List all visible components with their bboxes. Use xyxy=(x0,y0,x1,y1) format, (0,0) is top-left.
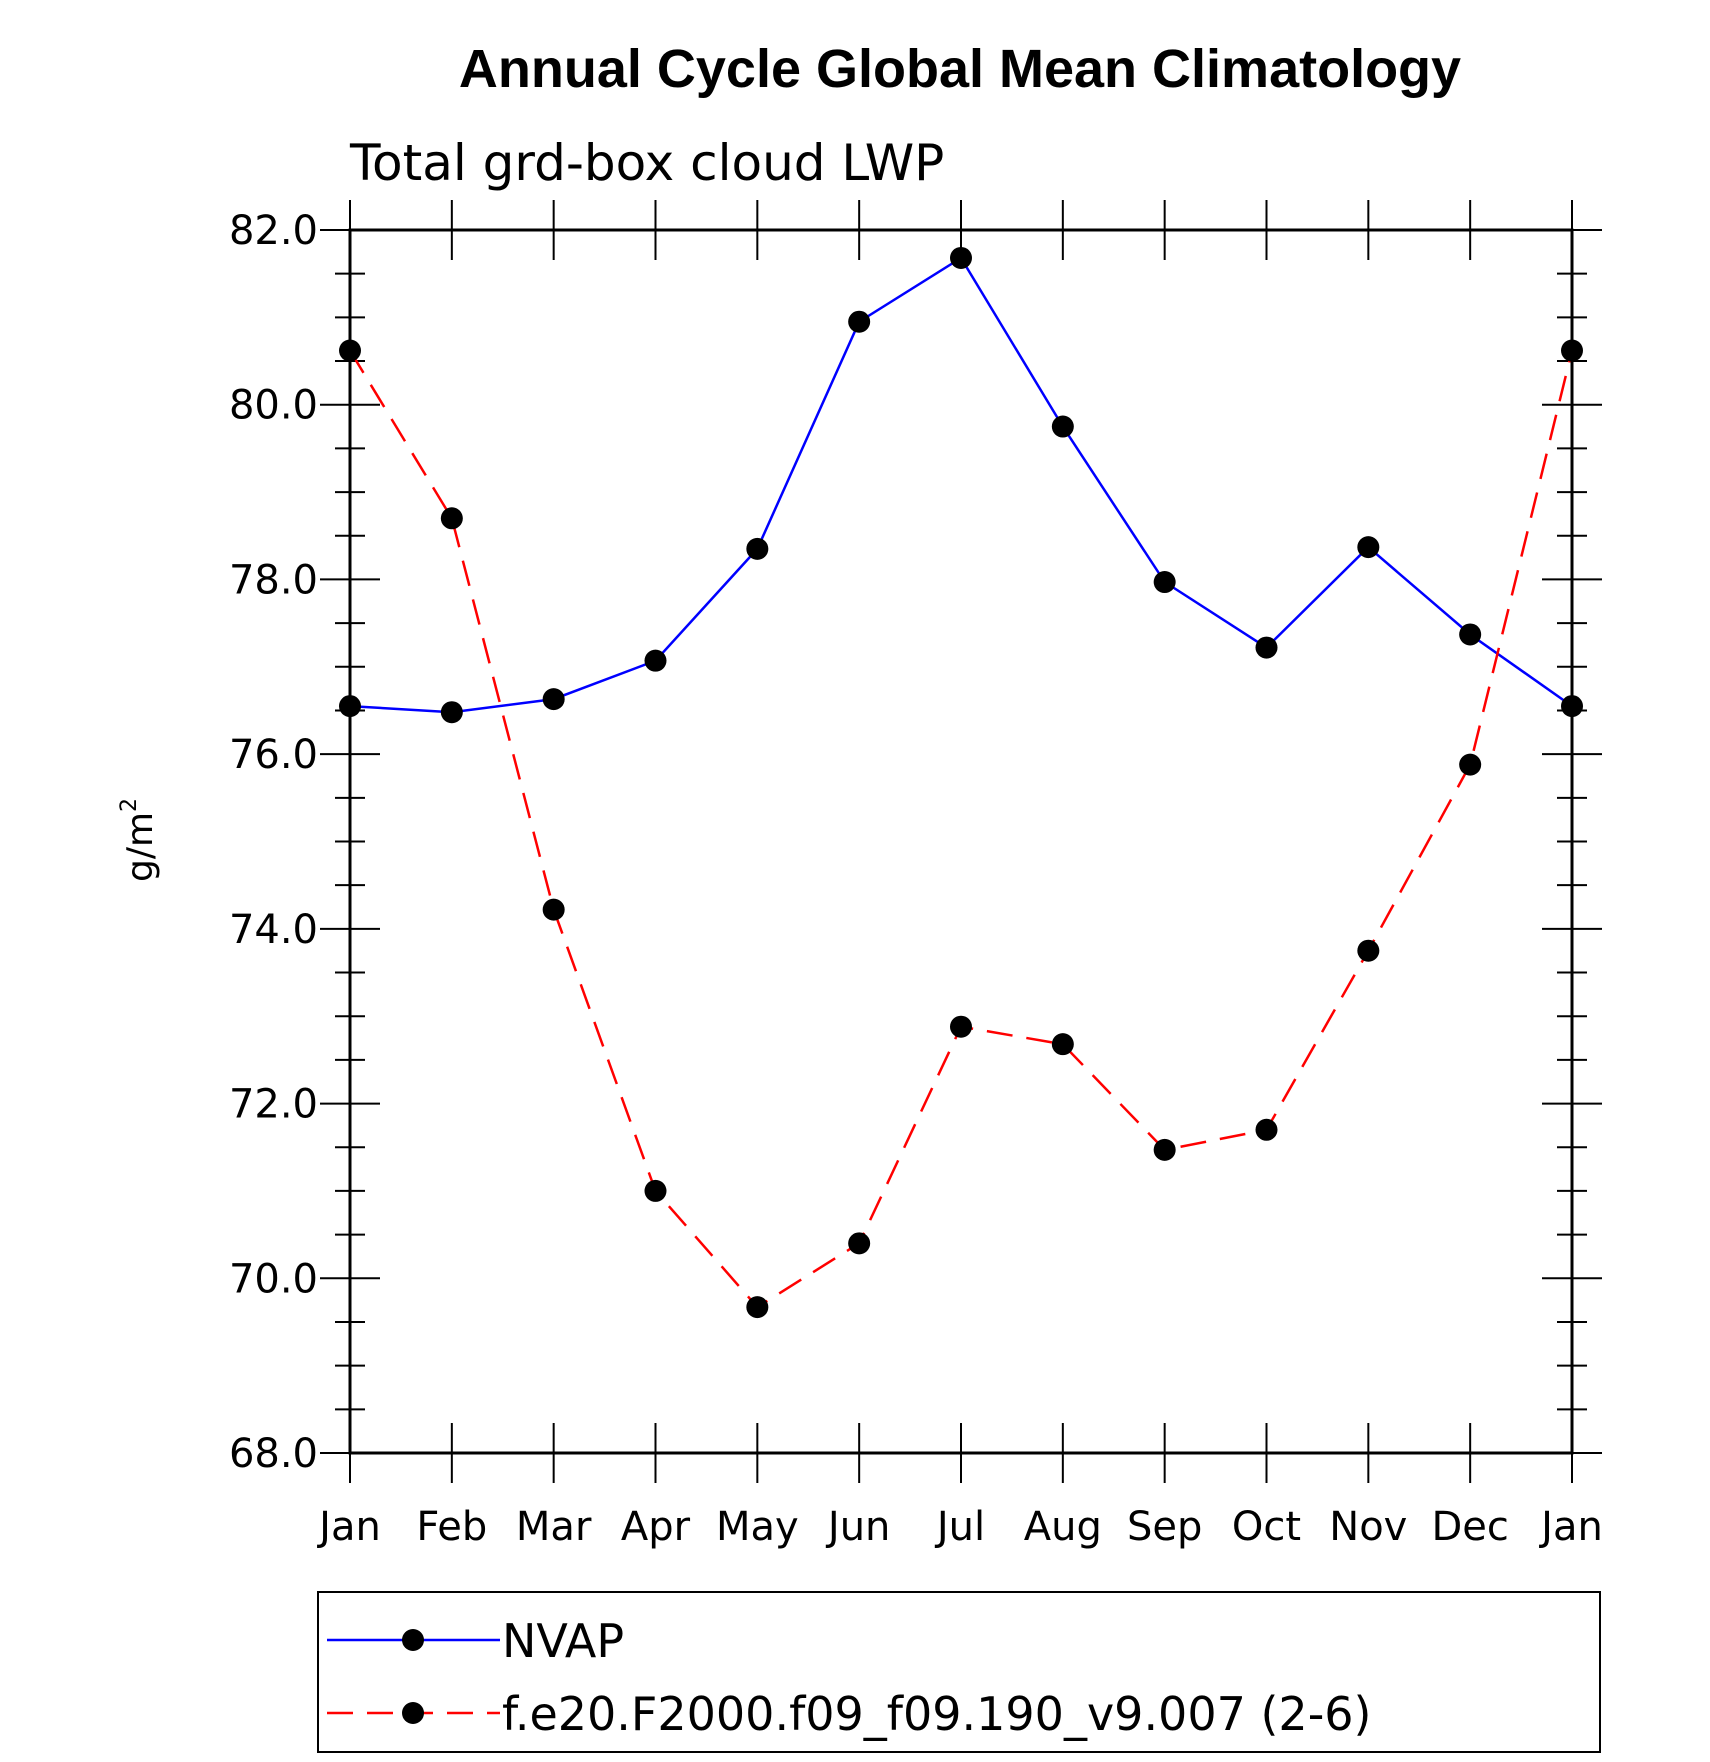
y-tick-label: 80.0 xyxy=(229,383,318,429)
x-tick-label: Nov xyxy=(1329,1504,1407,1550)
plot-axes: 68.0 70.0 72.0 74.0 76.0 78.0 80.0 82.0 Jan Feb Ma… xyxy=(229,200,1603,1550)
data-point-series-1 xyxy=(1357,939,1380,962)
legend-marker-model xyxy=(402,1702,424,1724)
y-tick-label: 70.0 xyxy=(229,1256,318,1302)
x-tick-label: Sep xyxy=(1127,1504,1202,1550)
data-point-series-0 xyxy=(440,701,463,724)
data-point-series-0 xyxy=(339,695,361,718)
y-tick-label: 78.0 xyxy=(229,557,318,603)
data-point-series-1 xyxy=(746,1296,769,1319)
data-point-series-0 xyxy=(1357,536,1380,559)
x-tick-label: Jan xyxy=(316,1504,381,1550)
y-axis-label: g/m2 xyxy=(117,798,161,882)
data-point-series-1 xyxy=(1459,753,1482,776)
data-point-series-1 xyxy=(440,507,463,530)
y-tick-label: 76.0 xyxy=(229,732,318,778)
data-point-series-0 xyxy=(1255,636,1278,659)
y-tick-label: 74.0 xyxy=(229,907,318,953)
legend-box xyxy=(317,1591,1601,1753)
data-point-series-0 xyxy=(1459,623,1482,646)
chart-title: Annual Cycle Global Mean Climatology xyxy=(459,39,1461,99)
x-tick-label: Jul xyxy=(934,1504,985,1550)
y-tick-label: 72.0 xyxy=(229,1082,318,1128)
legend-label-model: f.e20.F2000.f09_f09.190_v9.007 (2-6) xyxy=(502,1687,1372,1741)
data-point-series-0 xyxy=(644,649,667,672)
data-point-series-1 xyxy=(848,1232,871,1255)
x-tick-label: Mar xyxy=(516,1504,592,1550)
y-tick-label: 82.0 xyxy=(229,208,318,254)
data-point-series-1 xyxy=(1051,1033,1074,1056)
data-point-series-1 xyxy=(1255,1118,1278,1141)
x-tick-label: Apr xyxy=(621,1504,691,1550)
data-point-series-0 xyxy=(746,537,769,560)
data-point-series-1 xyxy=(339,339,361,362)
data-point-series-0 xyxy=(1561,695,1583,718)
y-axis-unit-exponent: 2 xyxy=(117,798,142,812)
x-tick-label: Aug xyxy=(1024,1504,1102,1550)
x-tick-label: Jan xyxy=(1538,1504,1603,1550)
y-tick-label: 68.0 xyxy=(229,1431,318,1477)
legend-label-nvap: NVAP xyxy=(502,1614,624,1668)
legend: NVAP f.e20.F2000.f09_f09.190_v9.007 (2-6… xyxy=(317,1591,1601,1753)
data-point-series-0 xyxy=(1153,571,1176,594)
y-axis-unit: g/m xyxy=(120,812,161,882)
data-point-series-0 xyxy=(848,310,871,333)
data-point-series-1 xyxy=(1561,339,1583,362)
data-point-series-0 xyxy=(950,246,972,269)
x-tick-label: May xyxy=(716,1504,799,1550)
chart-subtitle: Total grd-box cloud LWP xyxy=(349,134,944,192)
x-tick-label: Oct xyxy=(1232,1504,1301,1550)
data-point-series-0 xyxy=(1051,415,1074,438)
series-layer xyxy=(339,246,1583,1319)
data-point-series-1 xyxy=(542,898,565,921)
x-tick-label: Jun xyxy=(825,1504,891,1550)
data-point-series-1 xyxy=(950,1015,972,1038)
x-tick-label: Feb xyxy=(416,1504,487,1550)
data-point-series-1 xyxy=(644,1179,667,1202)
x-tick-label: Dec xyxy=(1431,1504,1508,1550)
series-line-1 xyxy=(348,349,1574,1309)
plot-frame xyxy=(348,228,1574,1455)
data-point-series-0 xyxy=(542,688,565,711)
data-point-series-1 xyxy=(1153,1138,1176,1161)
series-line-0 xyxy=(349,256,1573,714)
legend-marker-nvap xyxy=(402,1629,424,1651)
